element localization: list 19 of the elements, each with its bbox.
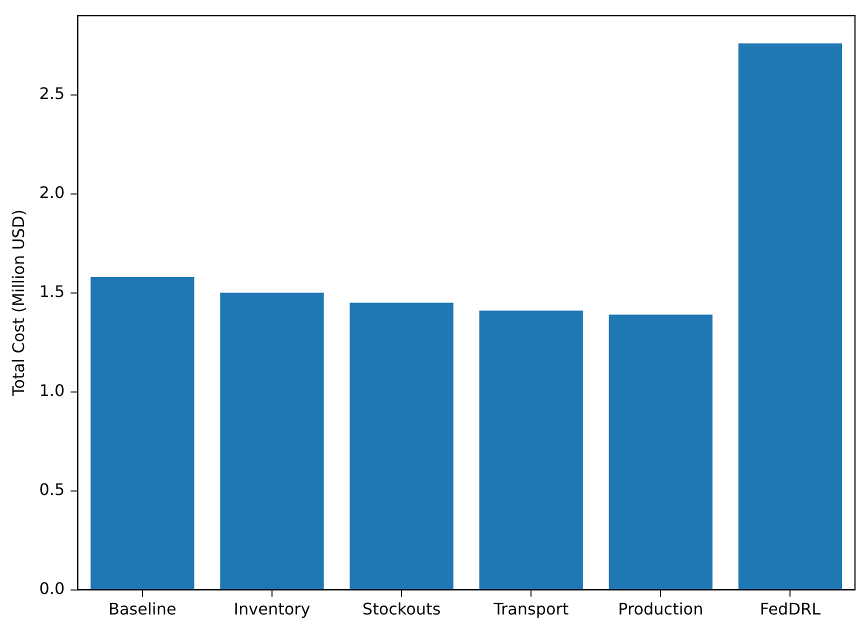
bar: [90, 276, 194, 590]
y-tick-label: 1.0: [39, 380, 65, 400]
bar: [350, 302, 454, 590]
bar: [608, 314, 712, 590]
x-tick-label: Baseline: [108, 600, 176, 619]
y-tick-label: 2.0: [39, 182, 65, 202]
y-tick-label: 1.5: [39, 282, 65, 301]
y-tick-label: 0.0: [39, 578, 65, 598]
y-axis-title: Total Cost (Million USD): [8, 210, 28, 397]
y-tick-label: 2.5: [39, 84, 65, 103]
x-tick-label: FedDRL: [760, 600, 821, 619]
x-tick-label: Production: [618, 600, 704, 619]
x-tick-label: Stockouts: [362, 600, 441, 619]
bar: [738, 43, 842, 590]
x-tick-label: Inventory: [234, 600, 310, 619]
bar: [479, 310, 583, 590]
bar: [220, 292, 324, 590]
x-tick-label: Transport: [492, 600, 569, 619]
y-tick-label: 0.5: [39, 480, 65, 499]
